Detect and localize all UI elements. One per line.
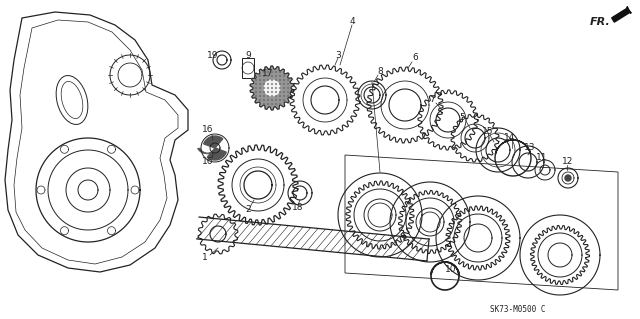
Polygon shape [250,66,294,110]
Text: 12: 12 [563,158,573,167]
Text: 17: 17 [262,69,274,78]
Text: 2: 2 [245,205,251,214]
Text: 7: 7 [429,95,435,105]
Text: FR.: FR. [590,17,611,27]
Text: 3: 3 [335,50,341,60]
Text: 10: 10 [445,265,457,275]
Text: SK73-M0500 C: SK73-M0500 C [490,306,545,315]
Text: 9: 9 [245,50,251,60]
Text: 13: 13 [524,144,536,152]
Text: 6: 6 [412,54,418,63]
Text: 1: 1 [202,254,208,263]
Text: 14: 14 [504,133,516,143]
Polygon shape [565,175,571,181]
Text: 19: 19 [207,50,219,60]
Polygon shape [207,148,227,160]
Bar [242,58,254,78]
Text: 5: 5 [459,114,465,122]
Polygon shape [204,136,223,148]
Text: 11: 11 [536,153,548,162]
FancyArrow shape [612,7,631,22]
Text: 18: 18 [292,204,304,212]
Text: 4: 4 [349,18,355,26]
Text: 15: 15 [483,128,493,137]
Polygon shape [264,80,280,96]
Text: 8: 8 [377,68,383,77]
Text: 16: 16 [202,158,214,167]
Text: 16: 16 [202,125,214,135]
